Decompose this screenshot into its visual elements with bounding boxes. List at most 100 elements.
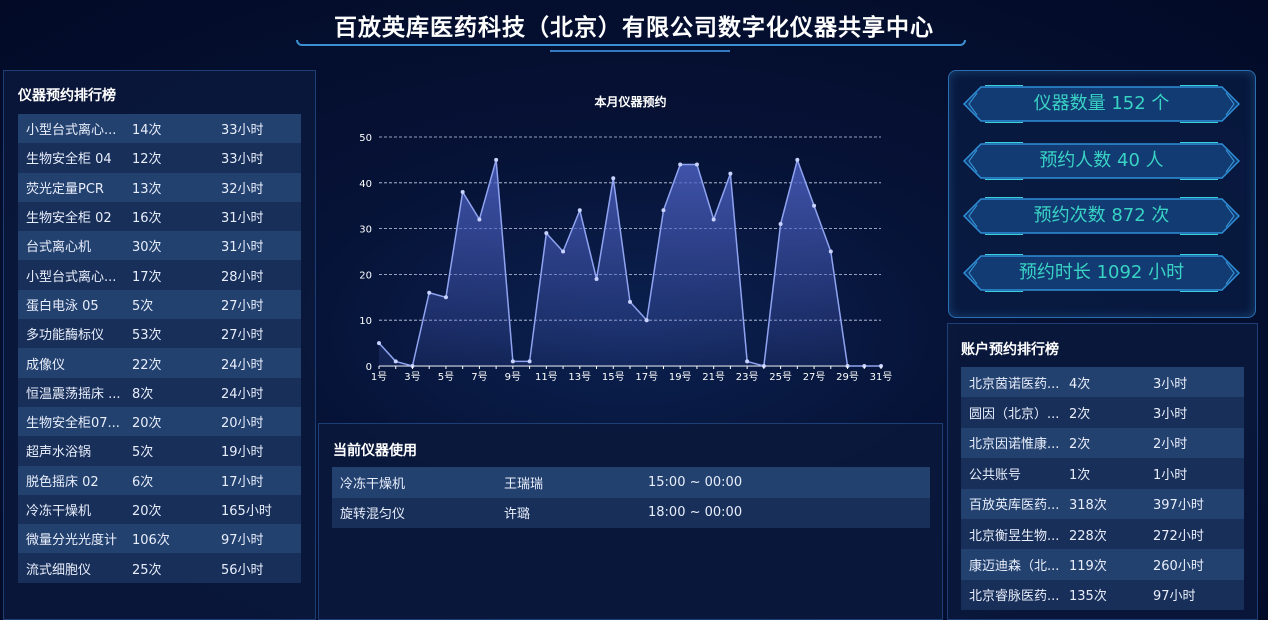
account-row-hours: 3小时 — [1153, 376, 1188, 392]
data-point[interactable] — [795, 157, 800, 162]
data-point[interactable] — [594, 276, 599, 281]
data-point[interactable] — [778, 222, 783, 227]
x-tick-label: 29号 — [836, 371, 859, 383]
account-row-hours: 272小时 — [1153, 528, 1204, 544]
badge-frame — [963, 197, 1240, 235]
y-tick-label: 20 — [359, 270, 372, 281]
data-point[interactable] — [544, 231, 549, 236]
chart-title: 本月仪器预约 — [594, 95, 667, 109]
account-row-hours: 97小时 — [1153, 589, 1196, 605]
account-row[interactable]: 公共账号 1次 1小时 — [961, 458, 1244, 489]
account-row-name: 北京茵诺医药... — [969, 376, 1060, 392]
instrument-row[interactable]: 生物安全柜07... 20次 20小时 — [18, 406, 301, 437]
instrument-row[interactable]: 多功能酶标仪 53次 27小时 — [18, 319, 301, 349]
title-accent-line — [550, 50, 730, 52]
account-row[interactable]: 北京茵诺医药... 4次 3小时 — [961, 367, 1244, 398]
stat-label: 预约人数 40 人 — [1039, 150, 1164, 171]
data-point[interactable] — [812, 203, 817, 208]
data-point[interactable] — [577, 208, 582, 213]
usage-row[interactable]: 旋转混匀仪 许璐 18:00 ~ 00:00 — [332, 497, 930, 528]
data-point[interactable] — [611, 176, 616, 181]
instrument-row-name: 生物安全柜07... — [26, 416, 120, 432]
instrument-row[interactable]: 成像仪 22次 24小时 — [18, 348, 301, 378]
data-point[interactable] — [494, 157, 499, 162]
x-tick-label: 13号 — [568, 371, 591, 383]
data-point[interactable] — [393, 359, 398, 364]
data-point[interactable] — [745, 359, 750, 364]
account-row-hours: 3小时 — [1153, 407, 1188, 423]
x-tick-label: 7号 — [471, 371, 487, 383]
instrument-ranking-table: 小型台式离心... 14次 33小时 生物安全柜 04 12次 33小时 荧光定量PCR 13… — [18, 114, 301, 583]
instrument-row[interactable]: 小型台式离心... 14次 33小时 — [18, 114, 301, 144]
x-tick-label: 5号 — [438, 371, 454, 383]
x-tick-label: 23号 — [736, 371, 759, 383]
instrument-row[interactable]: 冷冻干燥机 20次 165小时 — [18, 494, 301, 525]
account-row[interactable]: 北京因诺惟康... 2次 2小时 — [961, 427, 1244, 459]
area-fill — [379, 159, 881, 366]
instrument-row[interactable]: 脱色摇床 02 6次 17小时 — [18, 465, 301, 495]
x-tick-label: 25号 — [769, 371, 792, 383]
instrument-row[interactable]: 小型台式离心... 17次 28小时 — [18, 260, 301, 290]
data-point[interactable] — [728, 171, 733, 176]
instrument-row-name: 超声水浴锅 — [26, 445, 92, 461]
account-row[interactable]: 北京睿脉医药... 135次 97小时 — [961, 579, 1244, 611]
usage-row-user: 王瑞瑞 — [504, 476, 544, 492]
data-point[interactable] — [561, 249, 566, 254]
instrument-row-count: 14次 — [132, 123, 162, 139]
instrument-row-hours: 56小时 — [221, 562, 264, 578]
instrument-row-name: 小型台式离心... — [26, 269, 117, 285]
instrument-row-name: 多功能酶标仪 — [26, 328, 105, 344]
account-row-count: 4次 — [1069, 376, 1091, 392]
instrument-row-name: 蛋白电泳 05 — [26, 298, 99, 314]
instrument-row-name: 小型台式离心... — [26, 123, 117, 139]
instrument-row[interactable]: 超声水浴锅 5次 19小时 — [18, 436, 301, 466]
account-row-name: 圆因（北京）... — [969, 407, 1060, 423]
x-tick-label: 9号 — [505, 371, 521, 383]
instrument-row-count: 106次 — [132, 533, 170, 549]
instrument-row-hours: 20小时 — [221, 416, 264, 432]
instrument-row[interactable]: 台式离心机 30次 31小时 — [18, 231, 301, 261]
data-point[interactable] — [477, 217, 482, 222]
data-point[interactable] — [510, 359, 515, 364]
data-point[interactable] — [527, 359, 532, 364]
instrument-row-count: 13次 — [132, 181, 162, 197]
instrument-row[interactable]: 生物安全柜 04 12次 33小时 — [18, 143, 301, 173]
data-point[interactable] — [377, 341, 381, 346]
instrument-row[interactable]: 恒温震荡摇床 ... 8次 24小时 — [18, 377, 301, 407]
instrument-row[interactable]: 荧光定量PCR 13次 32小时 — [18, 172, 301, 202]
x-tick-label: 21号 — [702, 371, 725, 383]
data-point[interactable] — [460, 189, 465, 194]
instrument-row[interactable]: 流式细胞仪 25次 56小时 — [18, 553, 301, 583]
usage-row-user: 许璐 — [504, 507, 531, 523]
account-ranking-panel: 账户预约排行榜 北京茵诺医药... 4次 3小时 圆因（北京）... 2次 3小时 北京因诺… — [947, 323, 1258, 620]
instrument-row-name: 生物安全柜 04 — [26, 152, 112, 168]
instrument-row-hours: 33小时 — [221, 123, 264, 139]
instrument-row[interactable]: 生物安全柜 02 16次 31小时 — [18, 201, 301, 232]
account-row[interactable]: 百放英库医药... 318次 397小时 — [961, 488, 1244, 519]
account-row[interactable]: 北京衡昱生物... 228次 272小时 — [961, 518, 1244, 550]
data-point[interactable] — [427, 290, 432, 295]
instrument-row[interactable]: 微量分光光度计 106次 97小时 — [18, 524, 301, 554]
account-row-count: 318次 — [1069, 498, 1107, 514]
account-row[interactable]: 圆因（北京）... 2次 3小时 — [961, 397, 1244, 428]
data-point[interactable] — [694, 162, 699, 167]
data-point[interactable] — [628, 299, 632, 304]
account-row[interactable]: 康迈迪森（北... 119次 260小时 — [961, 549, 1244, 580]
data-point[interactable] — [644, 318, 649, 323]
data-point[interactable] — [443, 295, 448, 300]
data-point[interactable] — [661, 208, 666, 213]
instrument-row-hours: 32小时 — [221, 181, 264, 197]
instrument-row-count: 20次 — [132, 504, 162, 519]
usage-row-time: 18:00 ~ 00:00 — [648, 505, 743, 521]
x-tick-label: 27号 — [803, 371, 826, 383]
account-row-name: 北京睿脉医药... — [969, 589, 1060, 605]
instrument-row-hours: 33小时 — [221, 152, 264, 168]
data-point[interactable] — [678, 162, 683, 167]
instrument-row-name: 台式离心机 — [26, 240, 92, 256]
x-tick-label: 11号 — [535, 371, 558, 383]
usage-row[interactable]: 冷冻干燥机 王瑞瑞 15:00 ~ 00:00 — [332, 467, 930, 498]
instrument-row[interactable]: 蛋白电泳 05 5次 27小时 — [18, 289, 301, 320]
stat-badge: 预约次数 872 次 — [963, 197, 1240, 235]
data-point[interactable] — [828, 249, 833, 254]
data-point[interactable] — [711, 217, 716, 222]
